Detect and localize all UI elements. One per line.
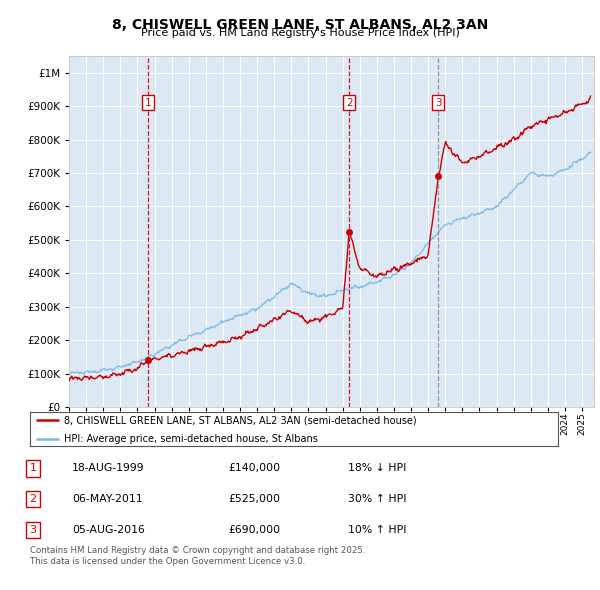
Text: 1: 1 <box>29 464 37 473</box>
Text: 2: 2 <box>29 494 37 504</box>
Text: 2: 2 <box>346 98 352 108</box>
Text: 18% ↓ HPI: 18% ↓ HPI <box>348 464 406 473</box>
Text: 18-AUG-1999: 18-AUG-1999 <box>72 464 145 473</box>
Text: 1: 1 <box>145 98 151 108</box>
Text: 8, CHISWELL GREEN LANE, ST ALBANS, AL2 3AN: 8, CHISWELL GREEN LANE, ST ALBANS, AL2 3… <box>112 18 488 32</box>
Text: 05-AUG-2016: 05-AUG-2016 <box>72 525 145 535</box>
Text: 10% ↑ HPI: 10% ↑ HPI <box>348 525 407 535</box>
Text: 3: 3 <box>29 525 37 535</box>
Text: HPI: Average price, semi-detached house, St Albans: HPI: Average price, semi-detached house,… <box>64 434 318 444</box>
Text: £525,000: £525,000 <box>228 494 280 504</box>
Text: Contains HM Land Registry data © Crown copyright and database right 2025.
This d: Contains HM Land Registry data © Crown c… <box>30 546 365 566</box>
Text: Price paid vs. HM Land Registry's House Price Index (HPI): Price paid vs. HM Land Registry's House … <box>140 28 460 38</box>
Text: 30% ↑ HPI: 30% ↑ HPI <box>348 494 407 504</box>
Text: 06-MAY-2011: 06-MAY-2011 <box>72 494 143 504</box>
Text: £140,000: £140,000 <box>228 464 280 473</box>
Text: 3: 3 <box>435 98 442 108</box>
Text: 8, CHISWELL GREEN LANE, ST ALBANS, AL2 3AN (semi-detached house): 8, CHISWELL GREEN LANE, ST ALBANS, AL2 3… <box>64 415 417 425</box>
Text: £690,000: £690,000 <box>228 525 280 535</box>
